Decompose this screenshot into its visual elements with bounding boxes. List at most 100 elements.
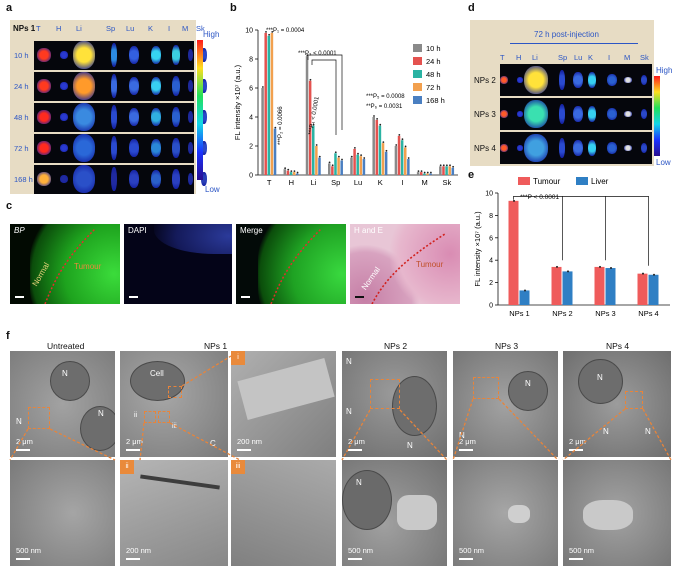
panel-a-organ-sp: Sp	[106, 24, 116, 33]
panel-b-dot	[265, 31, 267, 33]
em-nps1-zoom-i-scalebar	[237, 449, 251, 451]
panel-a-row-image	[34, 103, 207, 132]
panel-b-dot	[363, 157, 366, 159]
panel-a-row-label: 10 h	[14, 51, 29, 60]
panel-b-significance-label: ***P₁ = 0.0004	[266, 28, 305, 34]
em-nps4-n-3: N	[645, 427, 651, 436]
panel-d-organ-lu: Lu	[574, 53, 583, 62]
em-nps2-n-2: N	[346, 407, 352, 416]
em-nps1-cell-label: Cell	[150, 369, 164, 378]
panel-d-high-label: High	[656, 66, 673, 75]
panel-a-organ-signal-h	[60, 113, 68, 121]
em-nps1-roi-i	[168, 386, 182, 398]
panel-d-organ-signal-sk	[641, 109, 647, 119]
panel-a-low-label: Low	[205, 185, 220, 194]
panel-a-organ-signal-sk	[201, 172, 207, 186]
panel-b-bar-sk-0	[439, 166, 442, 175]
em-nps3-zoom-scale-text: 500 nm	[459, 546, 485, 555]
panel-b-dot	[296, 171, 299, 174]
panel-c-bp-boundary	[44, 228, 96, 304]
panel-a-high-label: High	[203, 30, 220, 39]
em-nps1-roi-iii-label: iii	[172, 423, 177, 430]
panel-b-legend-label: 48 h	[426, 70, 441, 79]
panel-a-organ-signal-li	[73, 165, 95, 193]
panel-a-organ-signal-i	[172, 45, 180, 65]
panel-b-dot	[287, 168, 290, 171]
em-nps1-zoom-i-vacuole	[237, 358, 335, 420]
panel-b-dot	[439, 164, 442, 167]
panel-b-bar-sp-3	[337, 157, 340, 175]
panel-a-organ-li: Li	[76, 24, 82, 33]
panel-b-bar-lu-2	[356, 154, 359, 175]
panel-d-organ-signal-lu	[573, 72, 583, 88]
panel-e-significance-label: ***P < 0.0001	[520, 194, 559, 201]
panel-b-x-tick-label: K	[378, 178, 383, 187]
panel-e-dot	[524, 289, 526, 292]
panel-d-organ-signal-m	[624, 111, 632, 117]
panel-d-organ-sk: Sk	[640, 53, 649, 62]
panel-b-bar-sk-3	[448, 166, 451, 175]
panel-b-x-tick-label: H	[289, 178, 294, 187]
panel-b-bar-h-0	[283, 169, 287, 175]
panel-a-organ-signal-k	[151, 77, 161, 95]
panel-c-merge-scalebar	[241, 296, 250, 298]
panel-b-y-axis-label: FL intensity ×10⁷ (a.u.)	[233, 64, 242, 140]
em-nps4-roi	[625, 391, 643, 409]
panel-d-organ-signal-li	[524, 134, 548, 162]
panel-a-organ-signal-li	[73, 103, 95, 131]
panel-d-row-label: NPs 2	[474, 76, 496, 85]
panel-c-he-tumour-tissue	[390, 224, 460, 304]
panel-b-legend-swatch	[413, 44, 422, 52]
panel-b-x-tick-label: Li	[311, 178, 317, 187]
panel-c-dapi-scalebar	[129, 296, 138, 298]
panel-b-bar-t-0	[261, 88, 264, 175]
panel-c-he-tumour-label: Tumour	[416, 260, 444, 269]
panel-b-dot	[423, 171, 426, 174]
panel-b-x-tick-label: M	[422, 178, 428, 187]
panel-a-organ-signal-li	[73, 72, 95, 100]
panel-b-dot	[395, 144, 398, 146]
panel-b-y-tick-label: 2	[249, 144, 253, 151]
panel-b-legend-swatch	[413, 57, 422, 65]
panel-b-legend-swatch	[413, 70, 422, 78]
panel-b-dot	[373, 115, 375, 117]
panel-f-col-nps1: NPs 1	[204, 341, 228, 351]
panel-e-legend-swatch	[518, 177, 530, 185]
panel-a-organ-k: K	[148, 24, 154, 33]
panel-b-bar-m-1	[420, 172, 423, 175]
panel-f-col-nps2: NPs 2	[384, 341, 408, 351]
panel-b-bar-t-3	[270, 32, 274, 176]
em-nps3-zoom-vacuole	[508, 505, 530, 523]
panel-d-organ-signal-li	[524, 100, 548, 128]
panel-a-organ-signal-sp	[111, 43, 117, 67]
panel-c-bp-image: BP Normal Tumour	[10, 224, 120, 304]
panel-e-bar-chart: 0 2 4 6 8 10 FL intensity ×10⁷ (a.u.) NPs 1 NPs …	[473, 177, 670, 318]
em-nps1-cell	[130, 361, 185, 401]
em-nps1-roi-ii	[144, 411, 156, 423]
panel-a-organ-signal-k	[151, 139, 161, 157]
panel-d-row-label: NPs 4	[474, 144, 496, 153]
panel-b-legend-swatch	[413, 83, 422, 91]
panel-b-bar-i-3	[404, 147, 407, 175]
em-nps1-zoom-ii-tag: ii	[120, 460, 134, 474]
em-nps4-zoom: 500 nm	[563, 460, 671, 566]
em-untreated-overview: N N N 2 μm	[10, 351, 115, 457]
panel-b-dot	[401, 138, 404, 141]
em-nps3-n-1: N	[525, 379, 531, 388]
panel-a-organ-lu: Lu	[126, 24, 135, 33]
panel-c-bp-title: BP	[14, 226, 25, 235]
panel-b-legend-label: 72 h	[426, 83, 441, 92]
em-nps4-n-1: N	[597, 373, 603, 382]
panel-b-bar-sp-1	[331, 166, 334, 175]
panel-e-x-tick-label: NPs 1	[509, 309, 529, 318]
em-untreated-n-2: N	[98, 409, 104, 418]
panel-b-dot	[382, 141, 385, 144]
panel-b-dot	[318, 155, 321, 158]
panel-a-organ-signal-sp	[111, 74, 117, 98]
panel-a-organ-signal-m	[187, 80, 193, 92]
panel-d-organ-signal-i	[607, 108, 617, 120]
panel-e-x-tick-label: NPs 4	[638, 309, 658, 318]
panel-e-y-tick-label: 10	[485, 191, 493, 198]
panel-b-dot	[334, 151, 337, 154]
panel-b-y-tick-label: 0	[249, 173, 253, 180]
